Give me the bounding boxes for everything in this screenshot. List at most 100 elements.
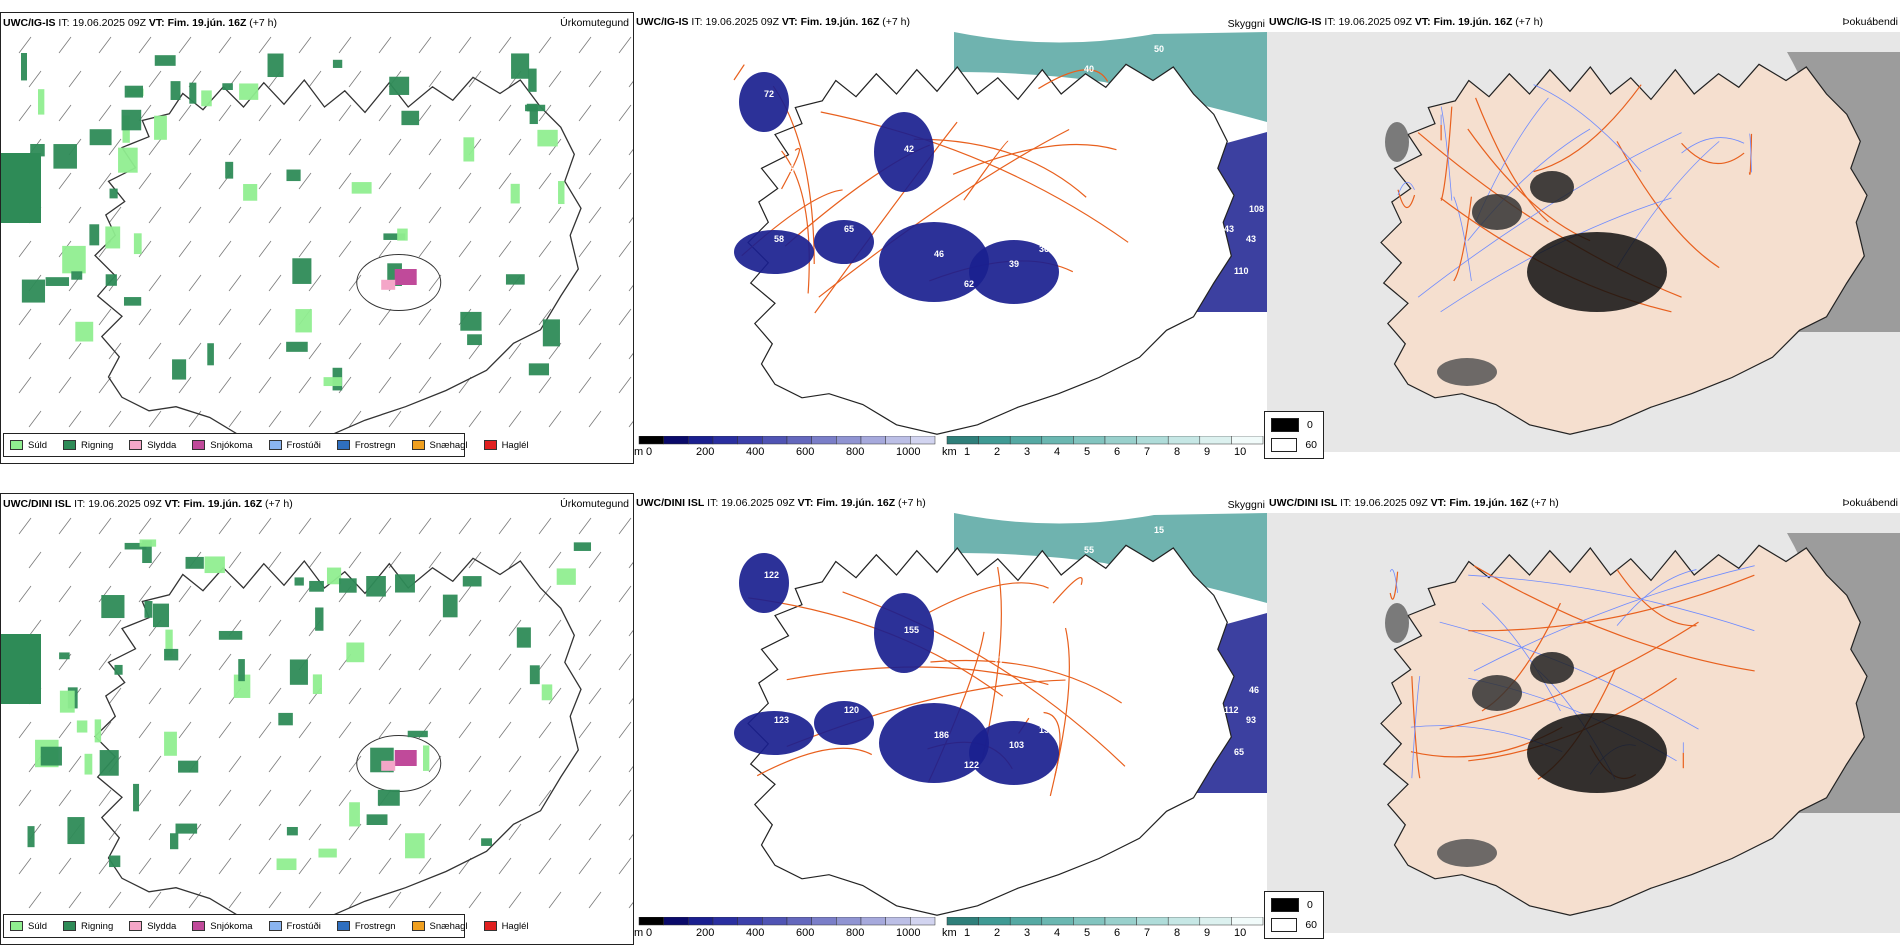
wind-barb (178, 721, 192, 739)
wind-barb (18, 376, 32, 394)
precip-cell (101, 595, 125, 619)
wind-barb (178, 240, 192, 258)
cloud-base-label: 110 (1234, 266, 1249, 276)
wind-barb (418, 172, 432, 190)
colorbar-tick: 1 (964, 927, 971, 939)
precip-cell (62, 245, 86, 274)
cloud-base-label: 15 (1154, 525, 1164, 535)
wind-barb (548, 687, 562, 705)
wind-barb (418, 376, 432, 394)
wind-barb (228, 342, 242, 360)
wind-barb (308, 70, 322, 88)
precip-cell (59, 652, 70, 660)
precip-cell (529, 108, 538, 125)
river-line (1681, 137, 1745, 154)
wind-barb (298, 721, 312, 739)
colorbar-step (1041, 916, 1074, 926)
precip-cell (238, 659, 245, 682)
colorbar-unit: km (942, 927, 957, 939)
colorbar-unit: m (634, 446, 644, 458)
colorbar-step (786, 916, 812, 926)
cloud-base-label: 154 (1209, 740, 1224, 750)
it-value: 19.06.2025 09Z (88, 498, 162, 510)
precip-cell (89, 224, 100, 246)
wind-barb (338, 240, 352, 258)
model-name: UWC/IG-IS (636, 16, 689, 28)
precip-cell (525, 104, 546, 112)
wind-barb (378, 104, 392, 122)
wind-barb (588, 410, 602, 428)
wind-barb (538, 789, 552, 807)
precip-cell (383, 233, 406, 240)
wind-barb (268, 823, 282, 841)
cloud-base-label: 117 (1209, 259, 1224, 269)
wind-barb (388, 619, 402, 637)
fog-white-label: 60 (1305, 919, 1317, 931)
wind-barb (628, 216, 633, 224)
colorbar-tick: 2 (994, 446, 1001, 458)
precip-cell (178, 760, 199, 773)
wind-barb (338, 857, 352, 875)
colorbar-tick: 5 (1084, 927, 1091, 939)
precip-cell (397, 228, 408, 241)
wind-barb (298, 240, 312, 258)
wind-barb (108, 687, 122, 705)
wind-barb (148, 206, 162, 224)
coastline (94, 557, 582, 929)
precip-cell (139, 539, 157, 547)
wind-barb (308, 410, 322, 428)
cloud-base-label: 55 (1084, 545, 1094, 555)
wind-barb (178, 857, 192, 875)
precip-cell (422, 745, 430, 771)
wind-barb (18, 857, 32, 875)
fog-area (1472, 194, 1522, 230)
wind-barb (578, 308, 592, 326)
cloud-base-label: 155 (904, 625, 919, 635)
colorbar-swatches (638, 916, 936, 926)
wind-barb (268, 551, 282, 569)
colorbar-tick: 1000 (896, 446, 921, 458)
precip-cell (366, 814, 388, 825)
colorbar-tick: 1000 (896, 927, 921, 939)
wind-barb (458, 517, 472, 535)
wind-barb (178, 517, 192, 535)
snow-cell (394, 269, 417, 285)
wind-barb (348, 687, 362, 705)
it-value: 19.06.2025 09Z (1338, 16, 1412, 28)
wind-barb (138, 721, 152, 739)
legend-swatch (411, 921, 425, 931)
precip-legend: Súld Rigning Slydda Snjókoma Frostúði Frostre… (3, 433, 529, 457)
precip-cell (332, 59, 343, 68)
wind-barb (508, 342, 522, 360)
wind-barb (148, 755, 162, 773)
precip-cell (45, 277, 70, 286)
sleet-cell (381, 279, 396, 290)
wind-barb (28, 342, 42, 360)
wind-barb (618, 240, 632, 258)
wind-barb (218, 517, 232, 535)
cloud-base-label: 42 (904, 144, 914, 154)
wind-barb (618, 517, 632, 535)
it-value: 19.06.2025 09Z (721, 497, 795, 509)
wind-barb (98, 585, 112, 603)
wind-barb (108, 70, 122, 88)
wind-barb (588, 687, 602, 705)
wind-barb (148, 687, 162, 705)
legend-item: Rigning (63, 921, 113, 932)
river-line (1453, 196, 1472, 281)
low-cloud-area (874, 593, 934, 673)
wind-barb (98, 857, 112, 875)
visibility-colorbar-km: km 1 2 3 4 5 6 7 8 9 10 (942, 435, 1267, 464)
it-label: IT: (707, 497, 719, 509)
precip-cell (123, 297, 142, 306)
wind-barb (378, 308, 392, 326)
wind-barb (268, 891, 282, 909)
precip-map (1, 517, 633, 929)
wind-barb (188, 342, 202, 360)
legend-item: Haglél (483, 440, 529, 451)
vt-value: Fim. 19.jún. 16Z (1433, 16, 1513, 28)
colorbar-tick: 200 (696, 446, 715, 458)
wind-barb (258, 104, 272, 122)
precip-cell (239, 83, 259, 100)
wind-barb (338, 308, 352, 326)
